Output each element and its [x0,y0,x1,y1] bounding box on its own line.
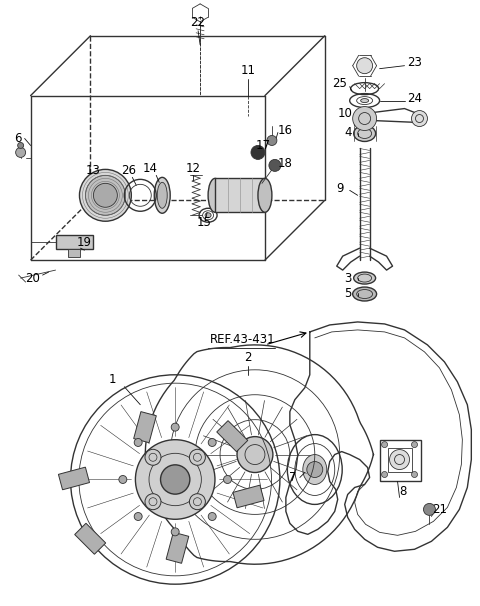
Text: 11: 11 [240,64,255,77]
Circle shape [145,494,161,510]
Bar [75,523,106,554]
Ellipse shape [157,182,167,208]
Ellipse shape [208,178,222,212]
Circle shape [134,439,142,447]
Text: 10: 10 [337,107,352,120]
Circle shape [80,170,132,221]
Circle shape [267,136,277,145]
Circle shape [224,476,231,484]
Bar [380,439,421,482]
Text: 20: 20 [25,271,40,285]
Bar [217,421,248,451]
Bar [215,178,265,212]
Text: 6: 6 [14,132,22,145]
Circle shape [357,58,372,74]
Text: 23: 23 [407,56,422,69]
Ellipse shape [258,178,272,212]
Circle shape [171,423,179,431]
Bar [233,485,264,508]
Circle shape [18,142,24,148]
Bar [166,532,189,564]
Text: 25: 25 [332,77,347,90]
Text: REF.43-431: REF.43-431 [210,333,276,347]
Circle shape [16,147,25,158]
Ellipse shape [353,287,377,301]
Circle shape [190,449,205,465]
Bar [69,249,81,257]
Text: 26: 26 [121,164,136,177]
Text: 1: 1 [108,373,116,386]
Circle shape [190,494,205,510]
Text: 18: 18 [277,157,292,170]
Ellipse shape [354,272,376,284]
Text: 15: 15 [197,216,212,228]
Circle shape [94,184,117,207]
Circle shape [171,528,179,536]
Circle shape [237,436,273,473]
Text: 3: 3 [344,271,351,285]
Ellipse shape [205,213,211,218]
Text: 5: 5 [344,287,351,299]
Ellipse shape [303,454,327,484]
Bar [56,235,94,249]
Circle shape [160,465,190,494]
Circle shape [390,450,409,470]
Text: 17: 17 [255,139,270,152]
Ellipse shape [360,99,369,102]
Text: 13: 13 [86,164,101,177]
Circle shape [135,440,215,519]
Text: 8: 8 [399,485,406,498]
Circle shape [307,462,323,478]
Circle shape [411,110,428,127]
Circle shape [208,513,216,521]
Text: 19: 19 [77,236,92,248]
Circle shape [251,145,265,159]
Circle shape [382,442,387,448]
Circle shape [411,442,418,448]
Circle shape [411,471,418,478]
Circle shape [85,175,125,215]
Circle shape [208,439,216,447]
Text: 22: 22 [191,16,205,29]
Circle shape [269,159,281,171]
Text: 4: 4 [344,126,351,139]
Bar [387,448,411,471]
Circle shape [134,513,142,521]
Circle shape [145,449,161,465]
Text: 14: 14 [143,162,158,175]
Text: 21: 21 [432,503,447,516]
Bar [59,467,89,490]
Circle shape [423,504,435,515]
Ellipse shape [154,178,170,213]
Text: 9: 9 [336,182,344,195]
Text: 2: 2 [244,351,252,364]
Bar [133,411,156,443]
Circle shape [119,476,127,484]
Text: 7: 7 [289,471,297,484]
Circle shape [382,471,387,478]
Text: 24: 24 [407,92,422,105]
Circle shape [353,107,377,130]
Text: 16: 16 [277,124,292,137]
Ellipse shape [354,125,376,141]
Text: 12: 12 [186,162,201,175]
